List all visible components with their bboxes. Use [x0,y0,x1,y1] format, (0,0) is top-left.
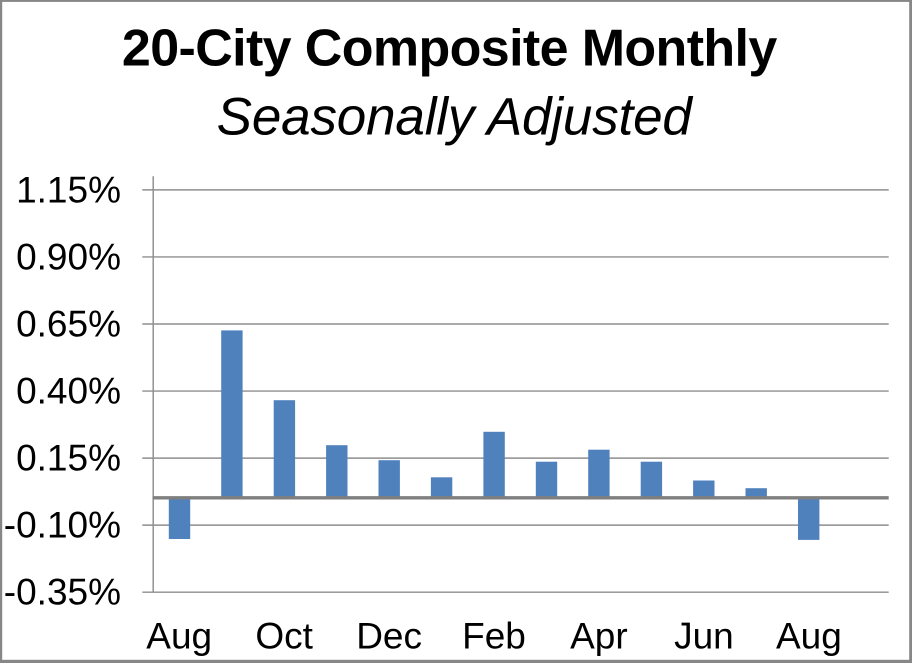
svg-text:0.65%: 0.65% [16,304,121,345]
svg-text:Seasonally Adjusted: Seasonally Adjusted [217,87,694,146]
svg-text:Oct: Oct [255,616,313,657]
svg-text:Aug: Aug [776,616,842,657]
svg-text:-0.35%: -0.35% [4,572,121,613]
svg-text:Feb: Feb [462,616,526,657]
svg-text:20-City Composite Monthly: 20-City Composite Monthly [122,19,777,77]
svg-text:Jun: Jun [674,616,734,657]
svg-text:Aug: Aug [146,616,212,657]
svg-text:Apr: Apr [570,616,628,657]
svg-text:-0.10%: -0.10% [4,505,121,546]
svg-text:0.40%: 0.40% [16,371,121,412]
svg-text:0.90%: 0.90% [16,236,121,277]
svg-text:1.15%: 1.15% [16,169,121,210]
svg-text:0.15%: 0.15% [16,438,121,479]
svg-text:Dec: Dec [356,616,422,657]
